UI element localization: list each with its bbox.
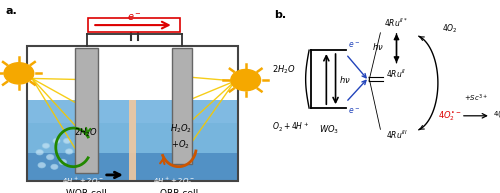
Text: $4H^+ + 2O_2^-$: $4H^+ + 2O_2^-$: [154, 176, 196, 188]
Circle shape: [64, 138, 70, 144]
Text: $2H_2O$: $2H_2O$: [74, 127, 98, 139]
Text: $h\nu$: $h\nu$: [372, 41, 384, 52]
Text: $+ Sc^{3+}$: $+ Sc^{3+}$: [464, 93, 488, 104]
Text: $4Ru^{II*}$: $4Ru^{II*}$: [384, 17, 408, 29]
Text: a.: a.: [6, 6, 17, 16]
Circle shape: [38, 163, 46, 168]
Circle shape: [51, 164, 58, 169]
Circle shape: [59, 159, 66, 165]
Text: $O_2 + 4H^+$: $O_2 + 4H^+$: [272, 121, 310, 134]
Text: WOR cell: WOR cell: [66, 189, 106, 193]
Circle shape: [66, 149, 73, 154]
Text: $WO_3$: $WO_3$: [318, 124, 338, 136]
Text: $e^-$: $e^-$: [348, 41, 360, 50]
Text: ORR cell: ORR cell: [160, 189, 198, 193]
Circle shape: [53, 138, 60, 143]
Text: $h\nu$: $h\nu$: [339, 74, 351, 85]
Bar: [27, 100, 238, 123]
Text: $e^-$: $e^-$: [348, 106, 360, 116]
Bar: [128, 100, 136, 181]
Bar: [27, 100, 238, 181]
Text: $4O_2^{\bullet -}$: $4O_2^{\bullet -}$: [438, 109, 462, 123]
Circle shape: [42, 143, 50, 148]
Text: $4Ru^{II}$: $4Ru^{II}$: [386, 67, 406, 80]
Text: b.: b.: [274, 10, 286, 20]
Bar: [27, 46, 238, 181]
Bar: [27, 153, 238, 181]
FancyBboxPatch shape: [88, 18, 180, 32]
Text: $4Ru^{III}$: $4Ru^{III}$: [386, 129, 407, 141]
Text: $4(O_2^{\bullet -} \rightarrow Sc^{3+})$: $4(O_2^{\bullet -} \rightarrow Sc^{3+})$: [493, 109, 500, 122]
Circle shape: [231, 69, 260, 91]
Bar: [76, 48, 98, 173]
Text: $e^-$: $e^-$: [127, 12, 142, 23]
Circle shape: [4, 63, 34, 84]
Text: $4H^+ + 2O_2^-$: $4H^+ + 2O_2^-$: [62, 176, 104, 188]
Circle shape: [36, 150, 44, 155]
Bar: [172, 48, 192, 164]
Text: $H_2O_2$
$+ O_2$: $H_2O_2$ $+ O_2$: [170, 123, 192, 151]
Text: $2H_2O$: $2H_2O$: [272, 63, 296, 76]
Text: $4O_2$: $4O_2$: [442, 23, 458, 35]
Circle shape: [46, 154, 54, 160]
